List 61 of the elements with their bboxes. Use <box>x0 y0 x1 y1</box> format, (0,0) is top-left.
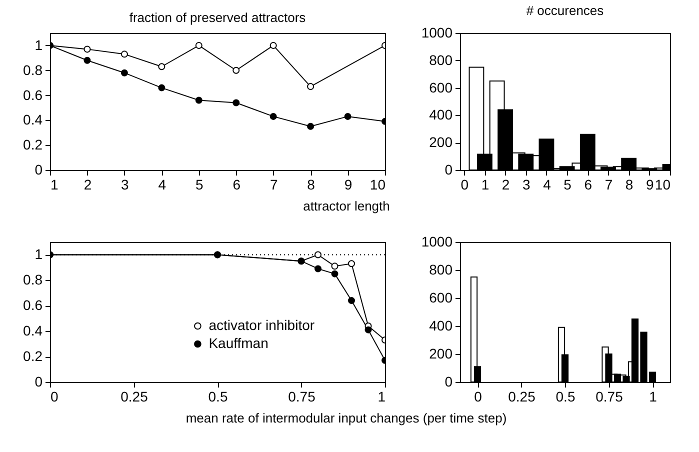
y-tick-label: 0 <box>34 374 43 390</box>
y-tick-label: 600 <box>429 290 453 306</box>
y-tick-label: 0.2 <box>23 348 43 364</box>
x-tick-label: 9 <box>344 176 352 192</box>
x-tick-label: 0.25 <box>120 388 148 404</box>
x-tick-label: 10 <box>654 176 671 192</box>
y-tick-label: 0.8 <box>23 62 43 78</box>
x-tick-label: 1 <box>50 176 58 192</box>
y-tick-label: 1000 <box>421 234 453 250</box>
x-tick-label: 0.5 <box>208 388 228 404</box>
y-tick-label: 0.2 <box>23 136 43 153</box>
x-tick-label: 1 <box>649 388 658 404</box>
x-tick-label: 0 <box>50 388 58 404</box>
x-tick-label: 4 <box>158 176 166 192</box>
x-tick-label: 8 <box>625 176 634 192</box>
x-tick-label: 0.75 <box>288 388 316 404</box>
x-tick-label: 1 <box>481 176 490 192</box>
y-tick-label: 200 <box>429 346 453 362</box>
x-tick-label: 2 <box>84 176 92 192</box>
x-axis-title: attractor length <box>303 198 390 214</box>
y-tick-label: 0.4 <box>23 112 43 128</box>
x-tick-label: 5 <box>564 176 572 192</box>
y-tick-label: 200 <box>429 134 453 150</box>
x-tick-label: 5 <box>195 176 204 192</box>
y-tick-label: 1 <box>34 246 43 262</box>
x-tick-label: 4 <box>543 176 552 192</box>
x-tick-label: 8 <box>307 176 316 192</box>
y-tick-label: 1 <box>34 36 43 53</box>
x-tick-label: 3 <box>522 176 530 192</box>
x-axis-title: mean rate of intermodular input changes (per time step) <box>186 410 507 426</box>
x-tick-label: 3 <box>121 176 130 192</box>
y-tick-label: 0.6 <box>23 86 43 103</box>
x-tick-label: 0.25 <box>508 388 536 404</box>
x-tick-label: 10 <box>370 176 386 192</box>
y-tick-label: 1000 <box>421 24 453 40</box>
y-tick-label: 0 <box>444 374 453 390</box>
chart-title: fraction of preserved attractors <box>129 10 306 25</box>
x-tick-label: 7 <box>604 176 613 192</box>
y-tick-label: 0 <box>444 162 453 178</box>
y-tick-label: 0.4 <box>23 322 43 339</box>
x-tick-label: 6 <box>232 176 241 192</box>
x-tick-label: 0.5 <box>556 388 576 404</box>
x-tick-label: 2 <box>502 176 510 192</box>
y-tick-label: 800 <box>429 262 453 278</box>
y-tick-label: 0.6 <box>23 297 43 314</box>
legend-label: Kauffman <box>208 335 268 351</box>
y-tick-label: 400 <box>429 318 453 334</box>
y-tick-label: 0 <box>34 162 43 178</box>
y-tick-label: 0.8 <box>23 272 43 288</box>
x-tick-label: 1 <box>378 388 386 404</box>
x-tick-label: 0 <box>460 176 469 192</box>
x-tick-label: 9 <box>646 176 654 192</box>
legend-label: activator inhibitor <box>208 317 315 333</box>
y-tick-label: 600 <box>429 79 453 96</box>
x-tick-label: 7 <box>270 176 278 192</box>
x-tick-label: 0.75 <box>596 388 624 404</box>
x-tick-label: 6 <box>584 176 592 192</box>
x-tick-label: 0 <box>474 388 482 404</box>
y-tick-label: 800 <box>429 52 453 68</box>
chart-title: # occurences <box>526 3 604 18</box>
y-tick-label: 400 <box>429 106 453 123</box>
